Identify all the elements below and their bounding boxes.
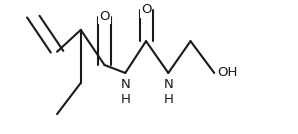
Text: N
H: N H bbox=[120, 78, 130, 106]
Text: OH: OH bbox=[217, 66, 238, 79]
Text: N
H: N H bbox=[163, 78, 173, 106]
Text: O: O bbox=[141, 3, 151, 16]
Text: O: O bbox=[99, 10, 110, 23]
